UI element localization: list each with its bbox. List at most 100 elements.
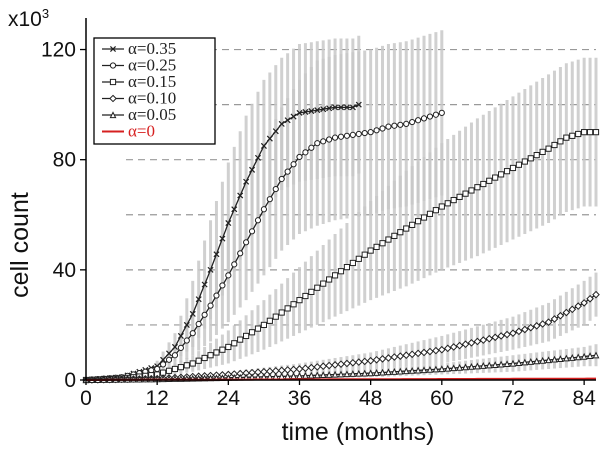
marker: [284, 117, 291, 124]
marker: [243, 178, 250, 185]
marker: [527, 358, 535, 365]
marker: [479, 336, 488, 344]
marker: [373, 243, 380, 250]
legend-item: α=0.25: [102, 56, 176, 75]
marker: [503, 168, 511, 175]
marker: [332, 104, 339, 111]
marker: [201, 354, 208, 362]
x-tick-label: 84: [572, 387, 596, 410]
marker: [444, 200, 451, 207]
marker: [420, 348, 428, 357]
marker: [254, 154, 262, 161]
marker: [492, 174, 499, 181]
marker: [562, 308, 571, 317]
marker: [396, 352, 405, 360]
marker: [426, 113, 434, 120]
marker: [290, 161, 297, 168]
marker: [485, 334, 494, 343]
marker: [337, 370, 345, 378]
marker: [379, 368, 386, 376]
marker: [301, 364, 310, 373]
marker: [225, 343, 232, 351]
marker: [284, 168, 291, 175]
legend-label: α=0.25: [128, 56, 176, 75]
marker: [403, 225, 410, 232]
marker: [319, 362, 328, 371]
marker: [331, 370, 339, 378]
marker: [320, 280, 327, 287]
marker: [544, 318, 553, 326]
marker: [574, 302, 583, 310]
marker: [574, 353, 582, 361]
marker: [545, 356, 552, 364]
marker: [266, 317, 273, 324]
marker: [248, 329, 256, 336]
marker: [349, 358, 357, 367]
marker: [278, 309, 285, 316]
marker: [354, 358, 363, 366]
marker: [343, 370, 351, 378]
marker: [201, 311, 208, 318]
marker: [254, 217, 262, 224]
legend-label: α=0.10: [128, 89, 176, 108]
marker: [586, 129, 594, 136]
marker: [207, 266, 214, 273]
marker: [302, 371, 309, 379]
marker: [296, 372, 303, 379]
legend-item: α=0.35: [102, 39, 176, 58]
marker: [296, 109, 303, 116]
marker: [491, 333, 499, 342]
marker: [302, 108, 309, 115]
marker: [266, 372, 274, 380]
marker: [527, 155, 534, 162]
marker: [556, 311, 565, 320]
marker: [290, 113, 297, 120]
marker: [396, 367, 404, 375]
marker: [391, 122, 398, 129]
marker: [581, 129, 588, 136]
marker: [189, 330, 196, 337]
marker: [213, 251, 220, 258]
marker: [284, 305, 291, 312]
marker: [272, 128, 279, 135]
marker: [349, 104, 356, 111]
marker: [468, 362, 475, 370]
marker: [432, 346, 440, 355]
marker: [580, 352, 588, 360]
marker: [498, 171, 505, 178]
x-tick-label: 60: [430, 387, 453, 410]
marker: [379, 125, 386, 132]
marker: [314, 107, 321, 114]
marker: [207, 302, 214, 309]
marker: [521, 158, 528, 165]
marker: [307, 371, 315, 379]
marker: [450, 196, 457, 204]
marker: [343, 359, 351, 368]
marker: [343, 104, 350, 111]
marker: [295, 365, 304, 373]
marker: [526, 323, 535, 332]
marker: [390, 353, 399, 361]
legend-item: α=0.15: [102, 72, 176, 91]
marker: [219, 282, 226, 289]
marker: [109, 62, 117, 69]
marker: [539, 356, 547, 364]
marker: [296, 153, 303, 161]
marker: [231, 340, 238, 347]
tick-labels: 0 12 24 36 48 60 72 84 0 40 80 120: [41, 39, 596, 410]
marker: [213, 292, 220, 299]
legend-item: α=0.10: [102, 89, 176, 108]
marker: [171, 365, 179, 373]
marker: [237, 250, 244, 257]
marker: [337, 133, 345, 140]
legend-label: α=0.35: [128, 39, 176, 58]
marker: [503, 330, 511, 339]
axes: [80, 18, 596, 385]
legend-item: α=0.05: [102, 105, 176, 124]
marker: [367, 369, 375, 377]
marker: [515, 327, 523, 336]
marker: [414, 349, 422, 358]
marker: [538, 320, 547, 328]
marker: [550, 315, 559, 323]
marker: [325, 371, 333, 378]
